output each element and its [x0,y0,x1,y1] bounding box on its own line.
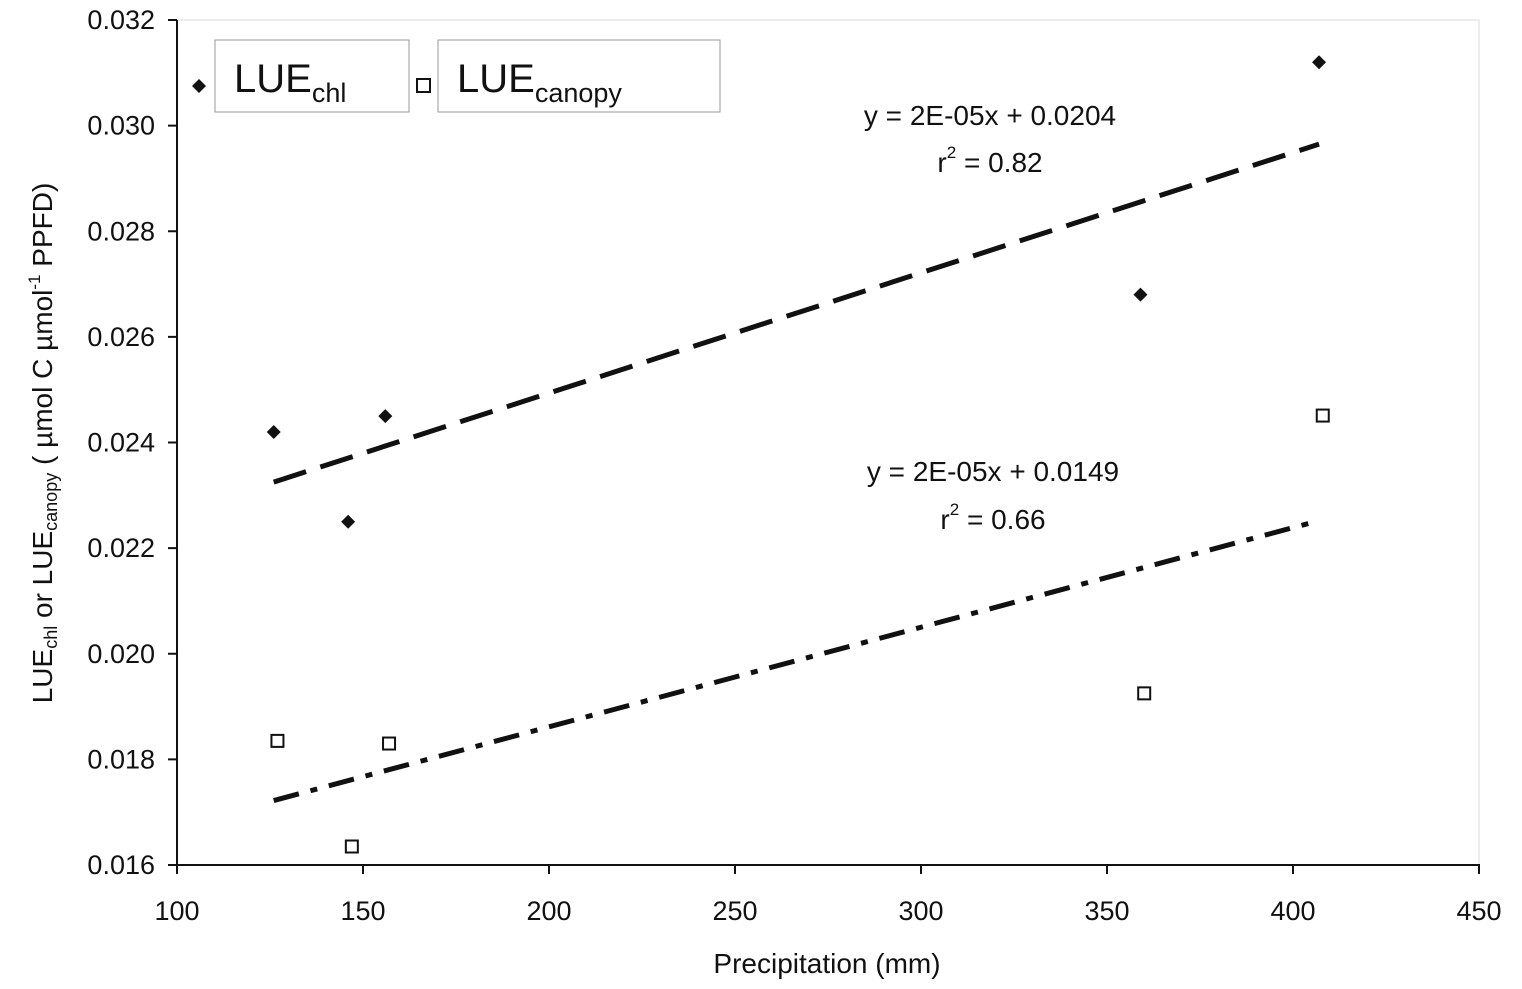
x-tick-label: 300 [898,896,943,926]
y-tick-label: 0.022 [87,533,155,563]
plot-frame [176,19,1480,866]
x-axis-title: Precipitation (mm) [713,948,940,979]
data-points [266,55,1330,854]
x-ticks: 100 150 200 250 300 350 400 450 [154,865,1502,926]
x-tick-label: 250 [712,896,757,926]
point-lue-canopy [270,733,285,748]
point-lue-canopy [344,839,359,854]
y-tick-label: 0.030 [87,111,155,141]
legend-box-lue-chl [214,39,410,113]
legend-marker-lue-canopy [416,78,431,93]
y-ticks: 0.016 0.018 0.020 0.022 0.024 0.026 0.028 0.030… [87,5,177,880]
x-tick-label: 450 [1456,896,1501,926]
x-tick-label: 350 [1084,896,1129,926]
trendline-lue-chl [272,141,1320,485]
y-tick-label: 0.028 [87,216,155,246]
y-tick-label: 0.020 [87,639,155,669]
y-tick-label: 0.024 [87,428,155,458]
x-tick-label: 150 [340,896,385,926]
x-tick-label: 100 [154,896,199,926]
r-squared-lue-canopy: r2 = 0.66 [940,500,1045,535]
r-squared-lue-chl: r2 = 0.82 [937,143,1042,178]
legend-box-lue-canopy [437,39,721,113]
point-lue-chl [1312,55,1327,70]
legend-marker-lue-chl [192,79,206,93]
trendline-equation-lue-canopy: y = 2E-05x + 0.0149 [867,456,1119,487]
point-lue-chl [266,424,281,439]
y-tick-label: 0.018 [87,744,155,774]
point-lue-canopy [1137,686,1152,701]
y-axis-title: LUEchl or LUEcanopy ( µmol C µmol-1 PPFD… [25,183,61,704]
legend: LUEchl LUEcanopy [192,39,721,113]
point-lue-canopy [1315,408,1330,423]
y-tick-label: 0.032 [87,5,155,35]
y-tick-label: 0.016 [87,850,155,880]
trendline-equation-lue-chl: y = 2E-05x + 0.0204 [864,100,1116,131]
legend-label-lue-canopy: LUEcanopy [457,57,622,108]
point-lue-chl [1133,287,1148,302]
point-lue-canopy [382,736,397,751]
x-tick-label: 200 [526,896,571,926]
point-lue-chl [378,409,393,424]
point-lue-chl [341,514,356,529]
y-tick-label: 0.026 [87,322,155,352]
legend-label-lue-chl: LUEchl [234,57,346,108]
trendlines [272,141,1320,803]
x-tick-label: 400 [1270,896,1315,926]
trendline-lue-canopy [273,518,1320,803]
